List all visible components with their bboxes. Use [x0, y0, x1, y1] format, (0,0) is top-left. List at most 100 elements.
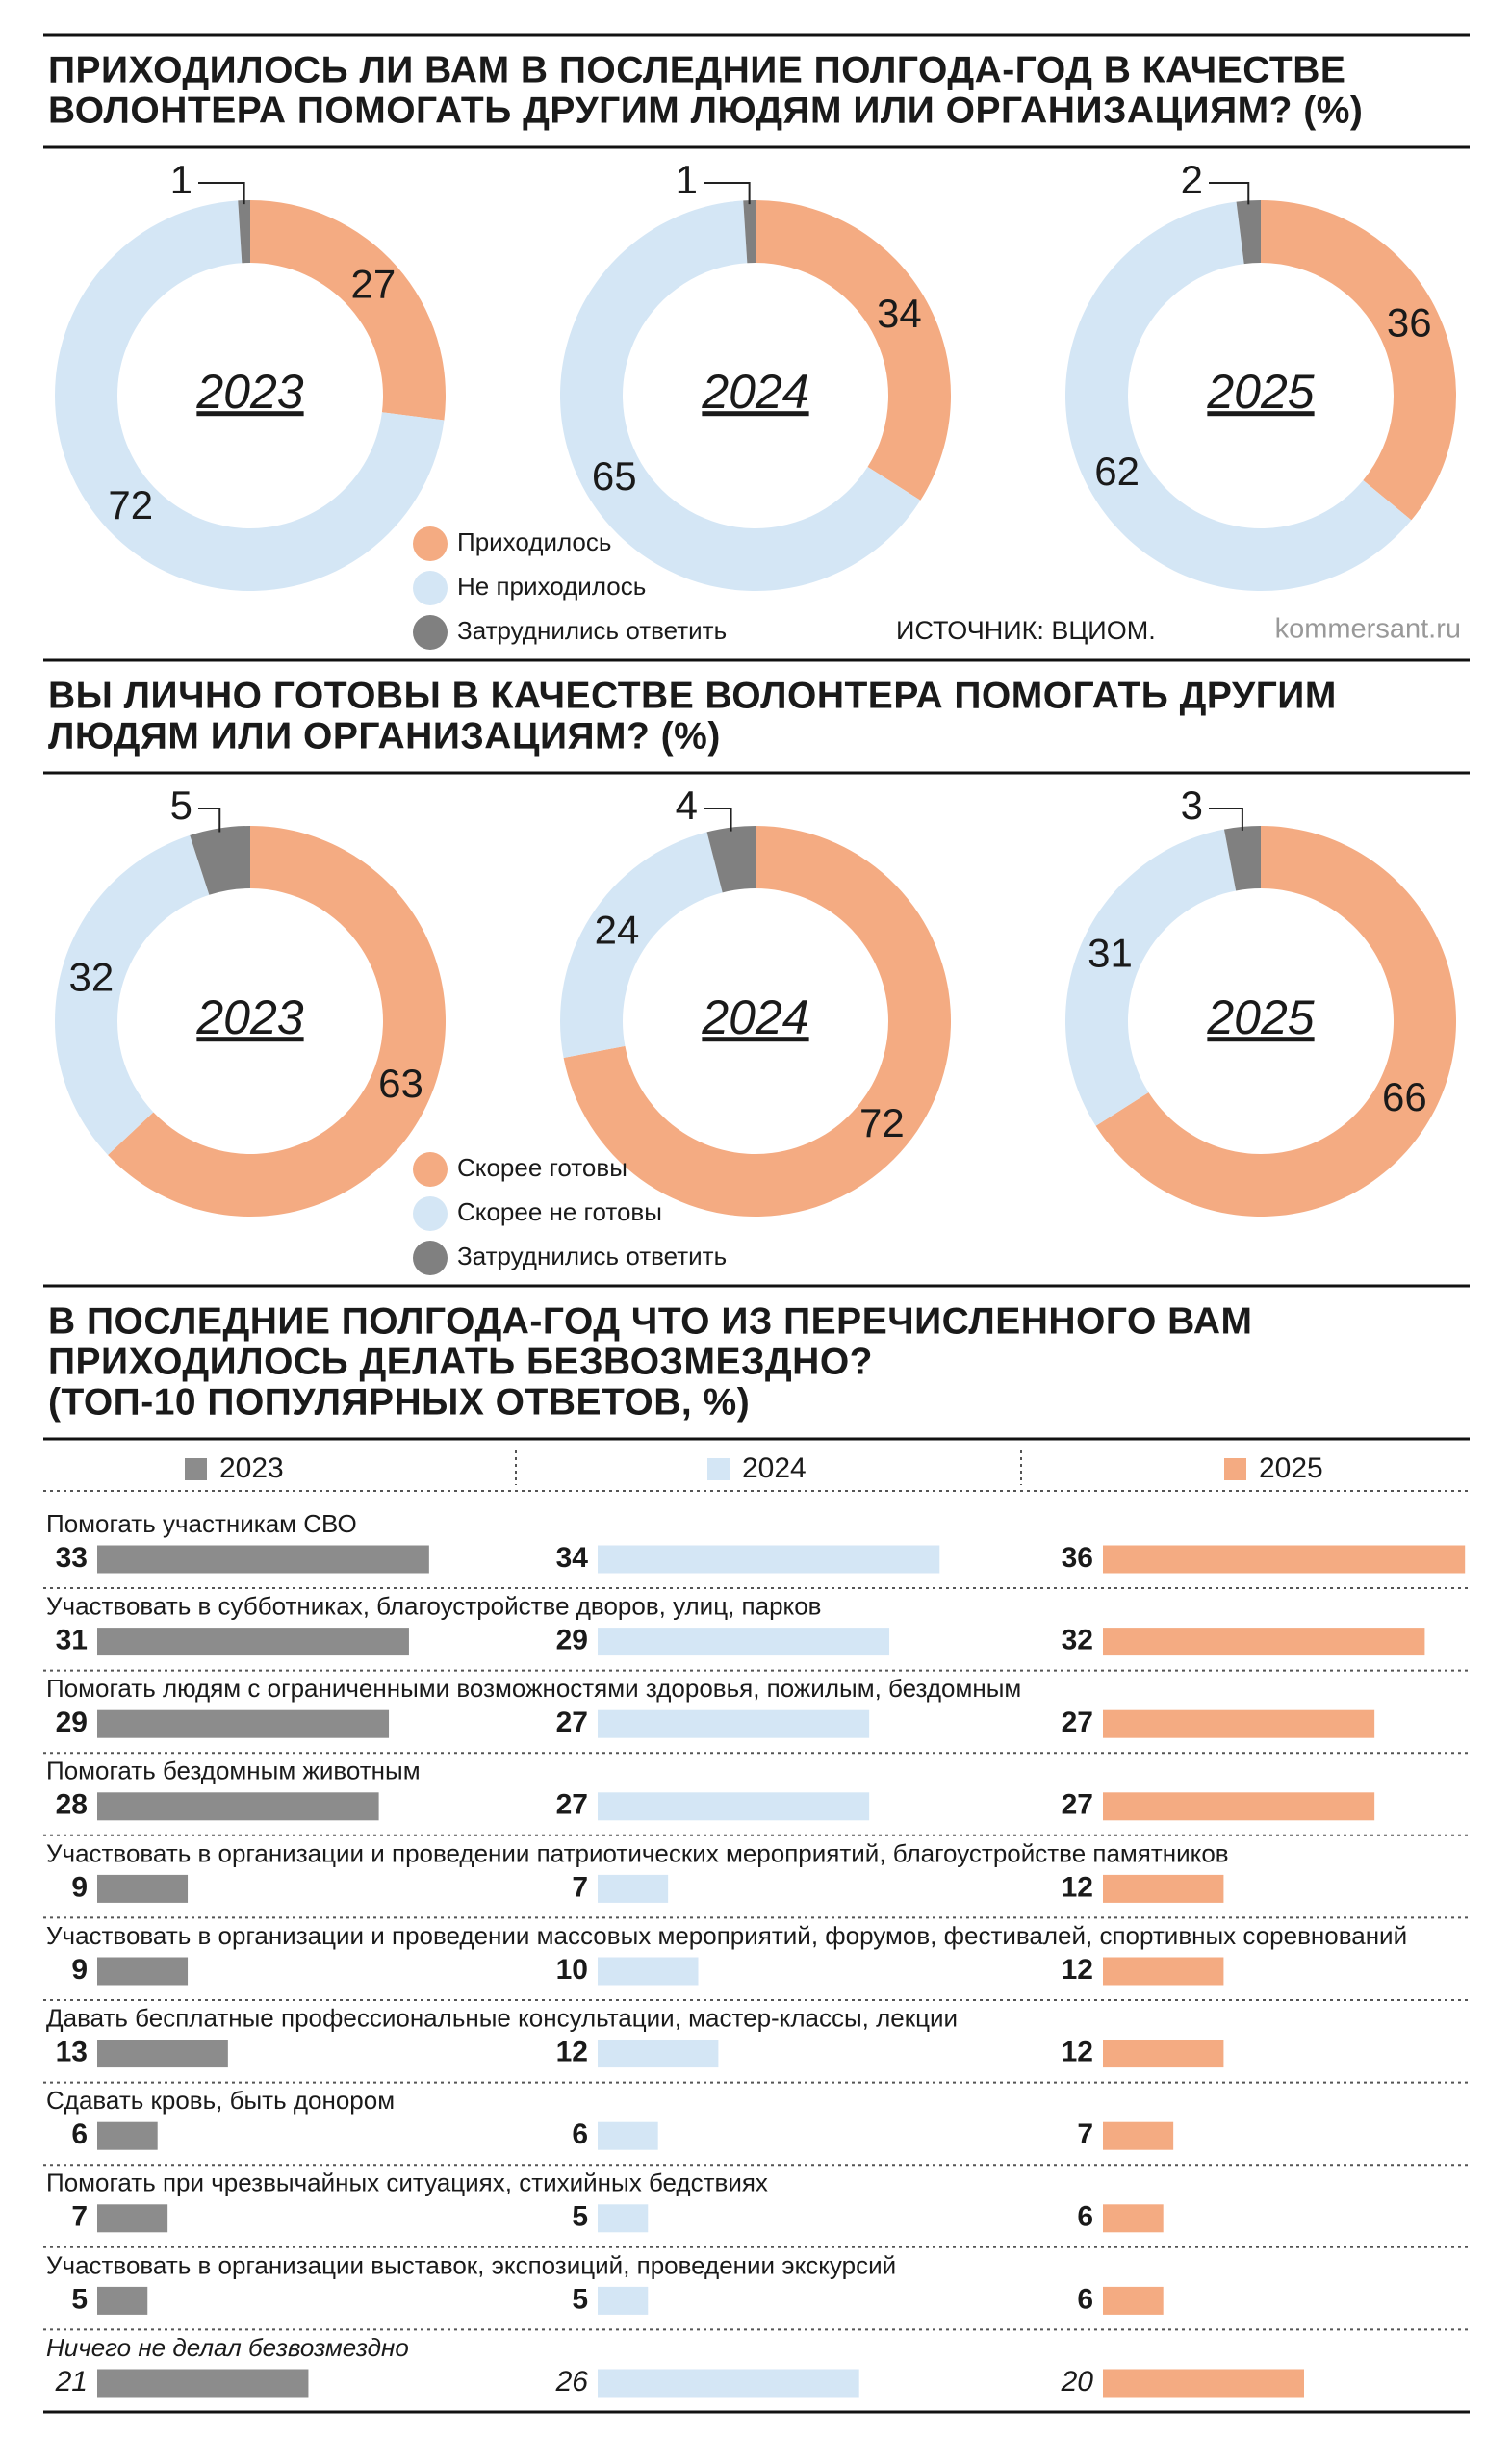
bar — [1103, 1957, 1224, 1986]
slice-label: 72 — [108, 482, 153, 527]
legend-swatch — [413, 1241, 448, 1275]
donut-slice — [1065, 201, 1412, 592]
value-label: 6 — [1077, 2201, 1093, 2233]
category-label: Сдавать кровь, быть донором — [46, 2086, 395, 2115]
bar — [598, 2040, 719, 2068]
value-label: 9 — [71, 1954, 88, 1986]
bar — [598, 2204, 649, 2233]
slice-label: 31 — [1088, 930, 1133, 975]
value-label: 6 — [71, 2118, 88, 2150]
legend-swatch — [413, 615, 448, 650]
value-label: 27 — [1062, 1789, 1093, 1821]
bar — [97, 1545, 429, 1574]
category-label: Участвовать в организации выставок, эксп… — [46, 2250, 896, 2279]
category-label: Помогать участникам СВО — [46, 1509, 357, 1538]
value-label: 36 — [1062, 1542, 1093, 1574]
bar — [1103, 2369, 1304, 2398]
legend-swatch — [413, 526, 448, 561]
slice-label: 63 — [378, 1061, 423, 1106]
slice-label: 5 — [170, 783, 192, 828]
bar — [1103, 1874, 1224, 1903]
slice-label: 65 — [592, 453, 637, 499]
legend-label: Скорее не готовы — [457, 1197, 662, 1226]
donut-slice — [706, 826, 756, 893]
bar — [598, 1628, 890, 1656]
slice-label: 62 — [1094, 449, 1140, 494]
donut-slice — [250, 200, 446, 421]
bar — [598, 1792, 870, 1821]
bar — [598, 1874, 669, 1903]
value-label: 12 — [1062, 1871, 1093, 1903]
category-label: Помогать бездомным животным — [46, 1757, 421, 1785]
category-label: Участвовать в организации и проведении п… — [46, 1838, 1229, 1867]
year-label: 2024 — [701, 990, 808, 1044]
category-label: Участвовать в организации и проведении м… — [46, 1921, 1407, 1950]
donut-slice — [1236, 200, 1261, 265]
leader-line — [704, 808, 732, 832]
bar — [1103, 2204, 1164, 2233]
bar — [598, 2121, 658, 2150]
donut-slice — [560, 200, 921, 591]
slice-label: 4 — [676, 783, 698, 828]
donut-slice — [1065, 829, 1237, 1126]
donut-slice — [238, 200, 250, 264]
legend-swatch — [185, 1458, 207, 1480]
chart-title: ПРИХОДИЛОСЬ ДЕЛАТЬ БЕЗВОЗМЕЗДНО? — [48, 1341, 873, 1382]
value-label: 7 — [1077, 2118, 1093, 2150]
bar — [97, 2121, 158, 2150]
legend-swatch — [413, 571, 448, 605]
bar — [97, 2040, 228, 2068]
bar — [1103, 2040, 1224, 2068]
value-label: 29 — [56, 1707, 88, 1738]
bar — [598, 1957, 699, 1986]
donut-slice — [1261, 200, 1456, 521]
legend-label: Не приходилось — [457, 572, 646, 601]
donut-slice — [560, 832, 723, 1059]
value-label: 9 — [71, 1871, 88, 1903]
legend-label: Скорее готовы — [457, 1153, 627, 1182]
slice-label: 72 — [859, 1100, 905, 1145]
donut-slice — [108, 826, 447, 1218]
chart-title: ПРИХОДИЛОСЬ ЛИ ВАМ В ПОСЛЕДНИЕ ПОЛГОДА-Г… — [48, 49, 1345, 90]
slice-label: 36 — [1387, 299, 1432, 345]
value-label: 12 — [1062, 2037, 1093, 2068]
chart-title: ЛЮДЯМ ИЛИ ОРГАНИЗАЦИЯМ? (%) — [48, 715, 721, 757]
value-label: 12 — [556, 2037, 588, 2068]
value-label: 5 — [572, 2201, 588, 2233]
value-label: 13 — [56, 2037, 88, 2068]
value-label: 31 — [56, 1625, 88, 1656]
bar — [1103, 1545, 1466, 1574]
leader-line — [198, 808, 221, 833]
legend-label: 2025 — [1259, 1452, 1323, 1484]
year-label: 2024 — [701, 365, 808, 419]
bar — [97, 2369, 309, 2398]
bar — [97, 2204, 168, 2233]
value-label: 28 — [56, 1789, 88, 1821]
legend-label: 2024 — [742, 1452, 807, 1484]
bar — [97, 1874, 189, 1903]
value-label: 33 — [56, 1542, 88, 1574]
donut-slice — [743, 200, 756, 264]
bar — [1103, 1628, 1425, 1656]
leader-line — [198, 182, 245, 205]
bar — [1103, 1792, 1375, 1821]
slice-label: 1 — [676, 157, 698, 202]
legend-label: Затруднились ответить — [457, 1242, 727, 1270]
value-label: 10 — [556, 1954, 588, 1986]
leader-line — [1209, 808, 1243, 831]
category-label: Помогать при чрезвычайных ситуациях, сти… — [46, 2169, 768, 2197]
value-label: 7 — [572, 1871, 588, 1903]
value-label: 20 — [1061, 2366, 1094, 2398]
bar — [598, 2369, 859, 2398]
donut-slice — [1095, 826, 1456, 1218]
donut-slice — [756, 200, 951, 500]
chart-title: (ТОП-10 ПОПУЛЯРНЫХ ОТВЕТОВ, %) — [48, 1381, 750, 1423]
bar — [598, 2286, 649, 2315]
year-label: 2023 — [195, 365, 303, 419]
slice-label: 66 — [1382, 1074, 1427, 1119]
category-label: Участвовать в субботниках, благоустройст… — [46, 1591, 821, 1620]
chart-title: ВЫ ЛИЧНО ГОТОВЫ В КАЧЕСТВЕ ВОЛОНТЕРА ПОМ… — [48, 675, 1337, 716]
value-label: 5 — [572, 2283, 588, 2315]
donut-slice — [55, 834, 210, 1155]
